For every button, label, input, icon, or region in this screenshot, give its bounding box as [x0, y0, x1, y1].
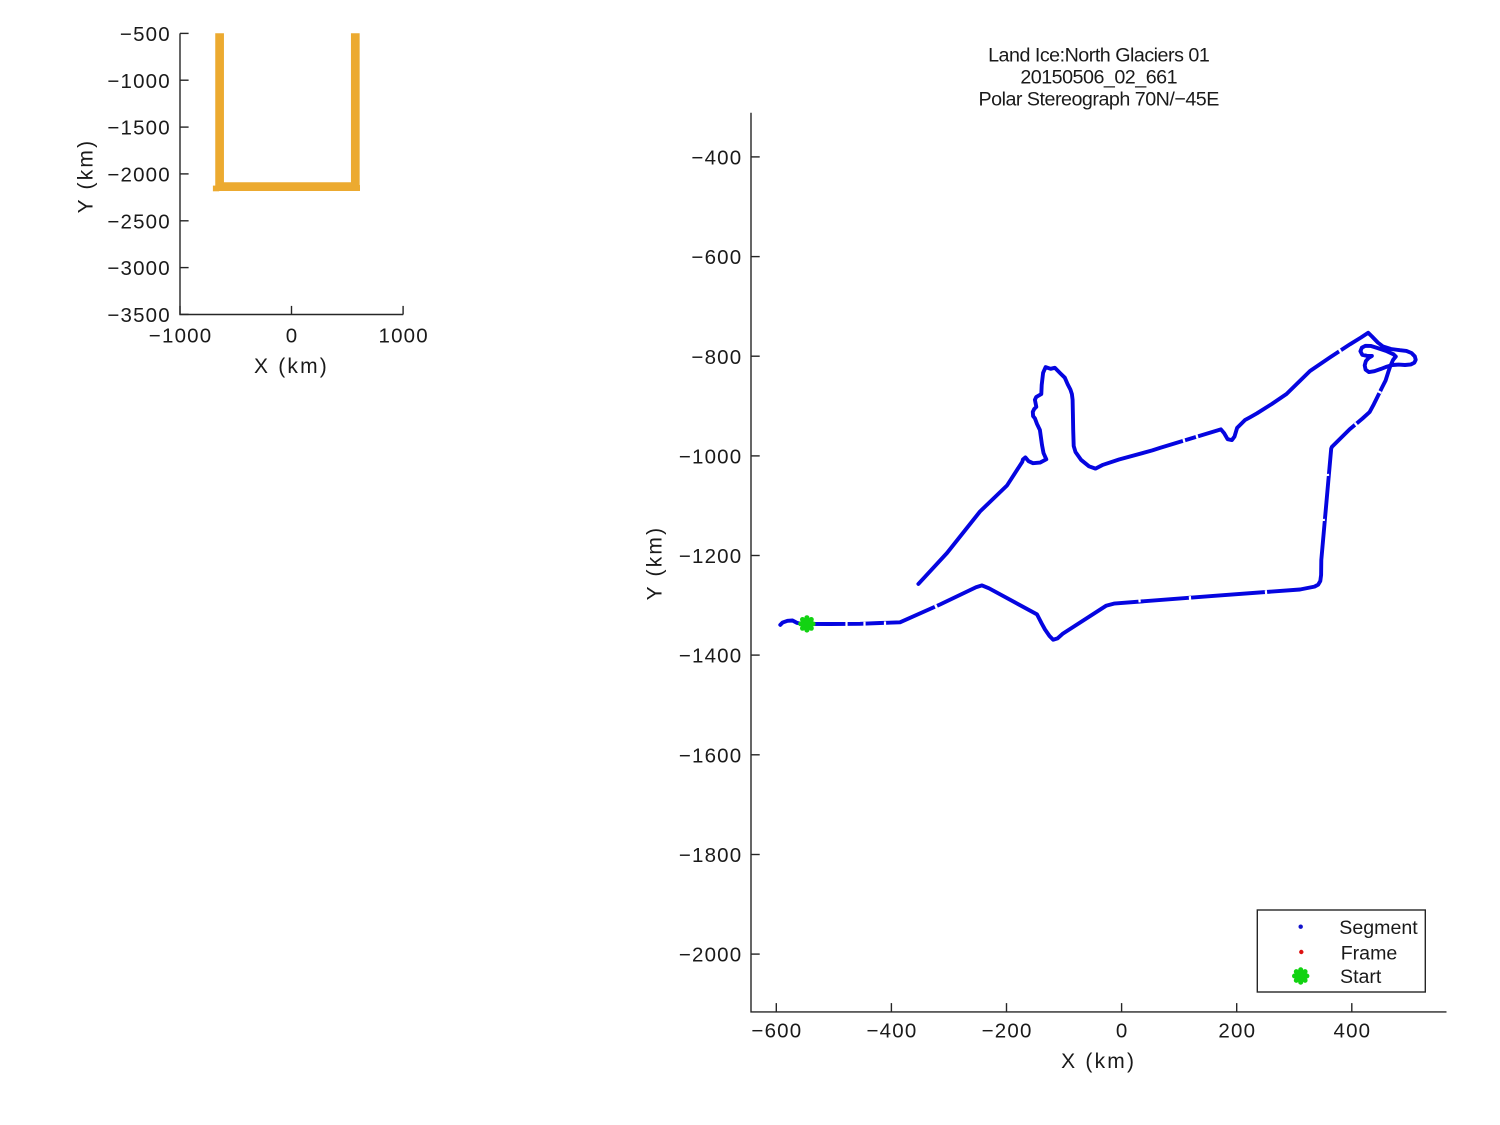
svg-text:−800: −800 [691, 346, 742, 369]
svg-text:Segment: Segment [1339, 917, 1418, 939]
svg-text:200: 200 [1218, 1019, 1256, 1042]
svg-text:−400: −400 [691, 147, 742, 170]
svg-text:−1600: −1600 [679, 744, 743, 767]
svg-text:Frame: Frame [1341, 943, 1398, 965]
svg-text:X (km): X (km) [254, 355, 329, 378]
svg-text:−1000: −1000 [107, 70, 171, 93]
svg-text:Polar Stereograph 70N/−45E: Polar Stereograph 70N/−45E [979, 89, 1220, 111]
svg-text:−1200: −1200 [679, 545, 743, 568]
svg-text:X (km): X (km) [1061, 1050, 1136, 1073]
svg-text:400: 400 [1333, 1019, 1371, 1042]
svg-text:−2000: −2000 [107, 164, 171, 187]
svg-text:−1500: −1500 [107, 117, 171, 140]
svg-text:−2500: −2500 [107, 210, 171, 233]
svg-text:Y (km): Y (km) [75, 139, 98, 214]
svg-text:0: 0 [1116, 1019, 1129, 1042]
svg-text:−600: −600 [691, 246, 742, 269]
svg-text:20150506_02_661: 20150506_02_661 [1020, 67, 1177, 89]
svg-text:−200: −200 [982, 1019, 1033, 1042]
svg-text:−1800: −1800 [679, 844, 743, 867]
svg-text:−1000: −1000 [679, 446, 743, 469]
svg-text:−2000: −2000 [679, 944, 743, 967]
svg-text:−600: −600 [751, 1019, 802, 1042]
svg-text:Start: Start [1340, 966, 1382, 988]
svg-text:−3500: −3500 [107, 304, 171, 327]
svg-text:0: 0 [286, 325, 299, 348]
svg-text:−1400: −1400 [679, 645, 743, 668]
svg-text:−400: −400 [867, 1019, 918, 1042]
svg-text:Y (km): Y (km) [644, 526, 667, 601]
svg-text:−500: −500 [120, 23, 171, 46]
svg-text:1000: 1000 [378, 325, 428, 348]
svg-text:−1000: −1000 [149, 325, 213, 348]
svg-text:−3000: −3000 [107, 257, 171, 280]
svg-text:Land Ice:North Glaciers 01: Land Ice:North Glaciers 01 [988, 45, 1209, 67]
